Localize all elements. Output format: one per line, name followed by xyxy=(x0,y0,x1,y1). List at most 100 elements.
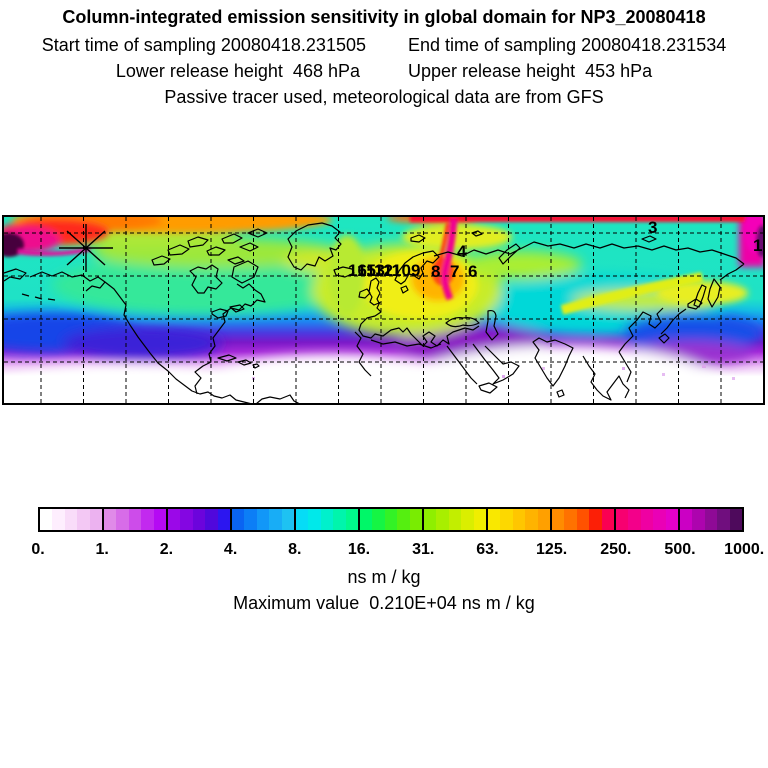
colorbar-cell xyxy=(77,509,90,530)
tracer-line: Passive tracer used, meteorological data… xyxy=(0,86,768,108)
colorbar-cell xyxy=(128,509,142,530)
trajectory-marker: 9 xyxy=(411,261,420,280)
colorbar-segment xyxy=(614,509,679,530)
colorbar-cell xyxy=(564,509,577,530)
colorbar-cell xyxy=(205,509,218,530)
max-value-line: Maximum value 0.210E+04 ns m / kg xyxy=(0,592,768,614)
colorbar-segment xyxy=(40,509,103,530)
colorbar-cell xyxy=(244,509,257,530)
colorbar-cell xyxy=(473,509,487,530)
trajectory-marker: 8 xyxy=(431,262,440,281)
colorbar-cell xyxy=(537,509,551,530)
colorbar xyxy=(38,507,744,532)
colorbar-cell xyxy=(89,509,103,530)
colorbar-segment xyxy=(166,509,231,530)
colorbar-cell xyxy=(665,509,679,530)
trajectory-marker: 4 xyxy=(457,242,467,261)
map-frame xyxy=(2,215,765,405)
colorbar-cell xyxy=(424,509,437,530)
colorbar-cell xyxy=(360,509,373,530)
colorbar-cell xyxy=(372,509,385,530)
colorbar-cell xyxy=(552,509,565,530)
trajectory-marker: 3 xyxy=(648,218,657,237)
trajectory-marker: 10 xyxy=(392,261,411,280)
colorbar-cell xyxy=(409,509,423,530)
colorbar-cell xyxy=(64,509,78,530)
colorbar-tick-label: 63. xyxy=(476,541,499,558)
colorbar-cell xyxy=(281,509,295,530)
colorbar-segment xyxy=(422,509,487,530)
units-text: ns m / kg xyxy=(347,567,421,587)
trajectory-marker: 12 xyxy=(374,261,393,280)
release-point-marker xyxy=(59,224,113,272)
colorbar-cell xyxy=(320,509,334,530)
plot-title-text: Column-integrated emission sensitivity i… xyxy=(62,7,706,27)
colorbar-tick-label: 125. xyxy=(536,541,568,558)
colorbar-cell xyxy=(345,509,359,530)
colorbar-tick-label: 4. xyxy=(223,541,238,558)
start-time-text: Start time of sampling 20080418.231505 xyxy=(41,35,366,55)
colorbar-tick-label: 500. xyxy=(664,541,696,558)
colorbar-tick-label: 1. xyxy=(95,541,109,558)
colorbar-cell xyxy=(397,509,410,530)
colorbar-segment xyxy=(230,509,295,530)
colorbar-cell xyxy=(308,509,321,530)
colorbar-cell xyxy=(616,509,629,530)
colorbar-tick-label: 1000. xyxy=(724,541,765,558)
colorbar-cell xyxy=(680,509,693,530)
trajectory-marker: 13 xyxy=(366,261,385,280)
spacer xyxy=(366,34,408,56)
colorbar-cell xyxy=(576,509,590,530)
colorbar-tick-label: 0. xyxy=(31,541,45,558)
colorbar-cell xyxy=(141,509,154,530)
colorbar-cell xyxy=(461,509,474,530)
colorbar-cell xyxy=(729,509,743,530)
colorbar-cell xyxy=(436,509,449,530)
trajectory-marker: 11 xyxy=(383,261,401,280)
colorbar-cell xyxy=(601,509,615,530)
colorbar-tick-label: 250. xyxy=(600,541,632,558)
end-time-text: End time of sampling 20080418.231534 xyxy=(408,35,727,55)
trajectory-marker: 1 xyxy=(753,236,762,255)
colorbar-cell xyxy=(153,509,167,530)
colorbar-cell xyxy=(256,509,270,530)
max-value-text: Maximum value 0.210E+04 ns m / kg xyxy=(233,593,535,613)
colorbar-cell xyxy=(384,509,398,530)
colorbar-cell xyxy=(488,509,501,530)
colorbar-cell xyxy=(180,509,193,530)
colorbar-cell xyxy=(232,509,245,530)
colorbar-cell xyxy=(640,509,654,530)
colorbar-cell xyxy=(296,509,309,530)
colorbar-cell xyxy=(704,509,718,530)
colorbar-cell xyxy=(653,509,666,530)
colorbar-cell xyxy=(589,509,602,530)
colorbar-cell xyxy=(116,509,129,530)
trajectory-marker: 7 xyxy=(450,262,459,281)
colorbar-cell xyxy=(448,509,462,530)
tracer-text: Passive tracer used, meteorological data… xyxy=(164,87,604,107)
colorbar-segment xyxy=(486,509,551,530)
colorbar-tick-label: 31. xyxy=(412,541,435,558)
colorbar-tick-label: 2. xyxy=(159,541,174,558)
trajectory-marker: 16 xyxy=(348,261,367,280)
colorbar-cell xyxy=(500,509,513,530)
plot-title: Column-integrated emission sensitivity i… xyxy=(0,6,768,28)
colorbar-tick-label: 16. xyxy=(347,541,371,558)
colorbar-segment xyxy=(678,509,743,530)
colorbar-cell xyxy=(628,509,641,530)
upper-release-text: Upper release height 453 hPa xyxy=(408,61,653,81)
colorbar-cell xyxy=(40,509,53,530)
colorbar-cell xyxy=(104,509,117,530)
colorbar-cell xyxy=(217,509,231,530)
spacer xyxy=(360,60,408,82)
release-height-line: Lower release height 468 hPa Upper relea… xyxy=(0,60,768,82)
lower-release-text: Lower release height 468 hPa xyxy=(115,61,360,81)
colorbar-tick-label: 8. xyxy=(288,541,302,558)
colorbar-segment xyxy=(294,509,359,530)
colorbar-cell xyxy=(333,509,346,530)
colorbar-segment xyxy=(102,509,167,530)
